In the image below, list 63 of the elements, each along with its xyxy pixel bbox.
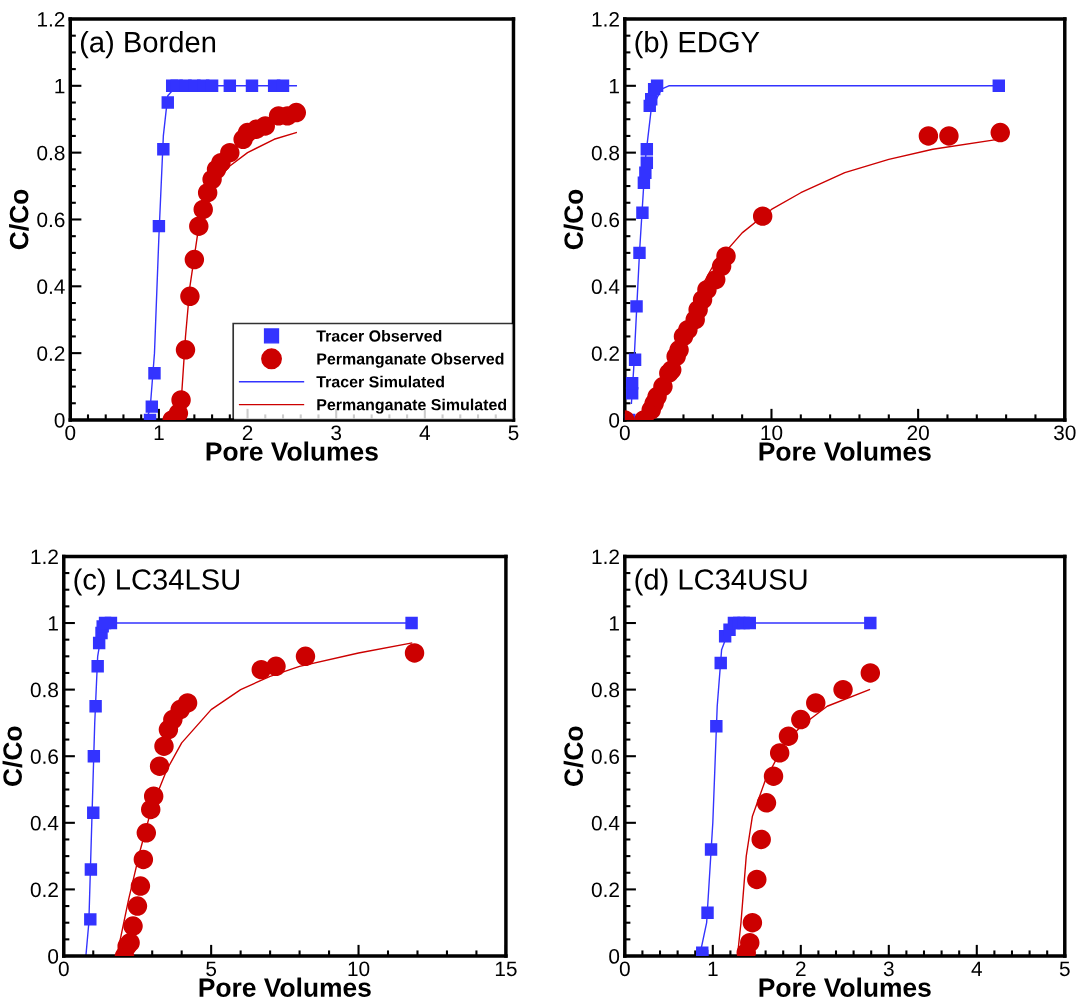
legend-label: Permanganate Simulated <box>317 398 507 414</box>
y-tick-label: 0.6 <box>591 749 620 764</box>
legend-label: Tracer Observed <box>316 329 442 342</box>
x-axis-title: Pore Volumes <box>206 441 378 461</box>
y-tick-label: 0.2 <box>30 882 58 898</box>
y-tick-label: 0.4 <box>37 279 65 295</box>
chart-title: (a) Borden <box>80 31 216 59</box>
y-tick-label: 0.8 <box>591 682 620 698</box>
x-axis-title: Pore Volumes <box>199 977 371 997</box>
x-tick-label: 4 <box>971 961 982 976</box>
y-tick-label: 0.8 <box>37 145 65 161</box>
y-tick-label: 0.2 <box>591 882 619 898</box>
chart-title: (c) LC34LSU <box>74 568 239 596</box>
x-tick-label: 5 <box>1059 961 1070 977</box>
x-tick-label: 5 <box>508 425 519 441</box>
chart-title: (d) LC34USU <box>635 568 807 596</box>
y-axis-title: C/Co <box>563 189 584 250</box>
y-tick-label: 0 <box>48 949 59 964</box>
y-tick-label: 0.8 <box>591 145 620 161</box>
y-tick-label: 1.2 <box>592 549 619 564</box>
y-axis-title: C/Co <box>563 726 584 786</box>
y-tick-label: 1 <box>48 616 58 631</box>
x-tick-label: 1 <box>708 961 718 976</box>
y-tick-label: 0.8 <box>30 682 59 698</box>
y-tick-label: 0.6 <box>591 212 620 228</box>
x-tick-label: 30 <box>1053 425 1076 441</box>
x-tick-label: 4 <box>419 425 431 440</box>
x-axis-title: Pore Volumes <box>759 977 931 997</box>
legend-label: Permanganate Observed <box>317 352 504 368</box>
legend-label: Tracer Simulated <box>316 375 444 388</box>
y-tick-label: 0 <box>609 949 620 964</box>
x-tick-label: 10 <box>348 961 370 977</box>
y-axis-title: C/Co <box>2 726 23 786</box>
x-axis-title: Pore Volumes <box>759 441 931 461</box>
y-axis-title: C/Co <box>9 189 29 250</box>
x-tick-label: 10 <box>761 425 783 441</box>
x-tick-label: 0 <box>65 425 76 441</box>
y-tick-label: 1.2 <box>592 11 619 27</box>
y-tick-label: 0.6 <box>37 212 65 228</box>
x-tick-label: 20 <box>907 425 929 441</box>
x-tick-label: 0 <box>619 961 630 977</box>
y-tick-label: 0.6 <box>30 749 58 764</box>
y-tick-label: 0.4 <box>591 815 620 831</box>
y-tick-label: 0.4 <box>591 279 620 295</box>
y-tick-label: 1 <box>609 616 619 631</box>
x-tick-label: 2 <box>242 425 253 440</box>
x-tick-label: 15 <box>495 961 517 977</box>
y-tick-label: 0 <box>609 412 620 428</box>
x-tick-label: 5 <box>206 961 217 977</box>
x-tick-label: 3 <box>883 961 894 977</box>
y-tick-label: 1 <box>55 79 65 94</box>
y-tick-label: 1 <box>609 79 619 94</box>
y-tick-label: 1.2 <box>38 11 65 27</box>
y-tick-label: 0 <box>54 412 65 428</box>
x-tick-label: 1 <box>154 425 164 440</box>
y-tick-label: 0.4 <box>30 815 59 831</box>
x-tick-label: 3 <box>331 425 342 441</box>
y-tick-label: 0.2 <box>591 346 619 361</box>
chart-title: (b) EDGY <box>635 31 760 59</box>
x-tick-label: 2 <box>796 961 806 976</box>
x-tick-label: 0 <box>619 425 630 441</box>
y-tick-label: 0.2 <box>37 346 65 361</box>
y-tick-label: 1.2 <box>31 549 58 564</box>
